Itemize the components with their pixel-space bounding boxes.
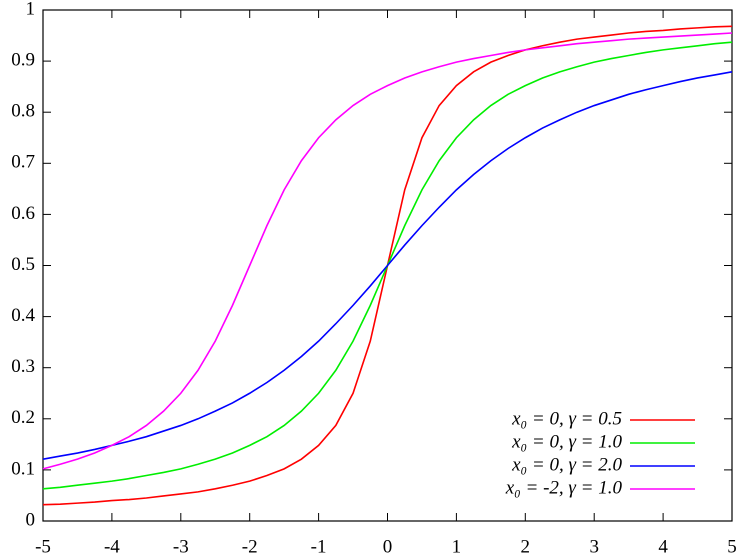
x-tick-label: -3 — [173, 536, 189, 555]
x-tick-label: -4 — [104, 536, 120, 555]
y-tick-label: 0.8 — [11, 101, 35, 122]
y-tick-label: 0.3 — [11, 356, 35, 377]
y-tick-label: 0.7 — [11, 152, 35, 173]
y-tick-label: 1 — [26, 0, 36, 19]
y-tick-label: 0.6 — [11, 203, 35, 224]
x-tick-label: -2 — [242, 536, 258, 555]
series-line — [42, 71, 733, 460]
y-tick-label: 0.9 — [11, 49, 35, 70]
legend: x₀ = 0, γ = 0.5x₀ = 0, γ = 1.0x₀ = 0, γ … — [505, 408, 695, 498]
y-tick-label: 0.2 — [11, 407, 35, 428]
x-tick-label: 1 — [452, 536, 462, 555]
x-tick-label: 2 — [521, 536, 531, 555]
y-tick-label: 0 — [26, 509, 36, 530]
y-tick-label: 0.1 — [11, 458, 35, 479]
legend-label: x₀ = 0, γ = 1.0 — [511, 431, 622, 452]
x-tick-label: -5 — [35, 536, 51, 555]
y-tick-label: 0.5 — [11, 254, 35, 275]
x-tick-label: 0 — [383, 536, 393, 555]
x-tick-label: 3 — [589, 536, 599, 555]
y-tick-label: 0.4 — [11, 305, 35, 326]
x-tick-label: 5 — [727, 536, 737, 555]
x-tick-label: -1 — [311, 536, 327, 555]
legend-label: x₀ = -2, γ = 1.0 — [505, 477, 623, 498]
x-tick-label: 4 — [658, 536, 668, 555]
series-line — [42, 32, 733, 470]
legend-label: x₀ = 0, γ = 2.0 — [511, 454, 622, 475]
legend-label: x₀ = 0, γ = 0.5 — [511, 408, 622, 429]
